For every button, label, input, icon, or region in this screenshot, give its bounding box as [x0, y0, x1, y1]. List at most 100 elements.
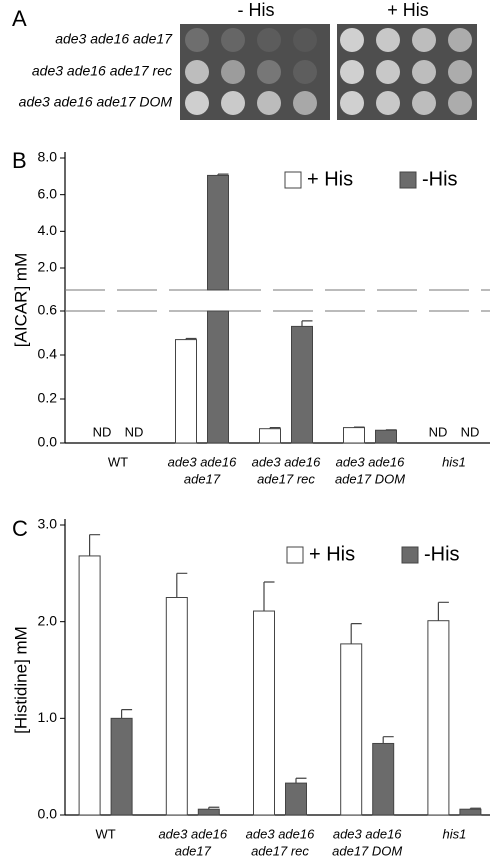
y-tick-label: 0.4: [38, 346, 58, 362]
bar: [78, 555, 101, 816]
bar: [207, 174, 229, 291]
strain-label: ade3 ade16 ade17: [55, 31, 173, 47]
bar: [291, 325, 313, 444]
value-label: ND: [461, 424, 480, 439]
colony-spot: [293, 28, 317, 52]
x-tick-label: his1: [442, 826, 466, 841]
error-bar: [437, 601, 449, 621]
bar: [259, 428, 281, 444]
y-tick-label: 0.0: [38, 806, 58, 822]
y-tick-label: 2.0: [38, 612, 58, 628]
legend-label: + His: [309, 543, 355, 565]
colony-spot: [448, 28, 472, 52]
error-bar: [208, 806, 220, 810]
legend-swatch: [286, 546, 304, 564]
colony-spot: [376, 91, 400, 115]
error-bar: [295, 777, 307, 784]
bar: [253, 610, 275, 816]
value-label: ND: [429, 424, 448, 439]
y-tick-label: 2.0: [38, 259, 58, 275]
bar: [427, 620, 450, 816]
column-header: - His: [238, 0, 275, 20]
bar: [372, 742, 395, 816]
y-tick-label: 1.0: [38, 709, 58, 725]
colony-spot: [412, 91, 436, 115]
y-tick-label: 4.0: [38, 222, 58, 238]
bar: [459, 808, 482, 816]
colony-spot: [185, 60, 209, 84]
colony-spot: [376, 28, 400, 52]
colony-spot: [257, 91, 281, 115]
panel-label: A: [12, 6, 27, 31]
y-axis-label: [Histidine] mM: [11, 626, 30, 734]
x-tick-label: ade3 ade16: [252, 454, 321, 469]
legend-label: + His: [307, 168, 353, 190]
y-tick-label: 0.0: [38, 434, 58, 450]
colony-spot: [412, 60, 436, 84]
bar: [110, 717, 133, 816]
error-bar: [382, 736, 394, 744]
colony-spot: [185, 28, 209, 52]
error-bar: [301, 320, 313, 327]
error-bar: [176, 572, 188, 598]
y-tick-label: 3.0: [38, 516, 58, 532]
bar: [175, 339, 197, 444]
colony-spot: [257, 28, 281, 52]
colony-spot: [448, 60, 472, 84]
y-tick-label: 0.6: [38, 302, 58, 318]
colony-spot: [376, 60, 400, 84]
x-tick-label: ade3 ade16: [168, 454, 237, 469]
colony-spot: [221, 28, 245, 52]
error-bar: [350, 623, 362, 644]
y-tick-label: 0.2: [38, 390, 58, 406]
error-bar: [121, 709, 133, 719]
error-bar: [89, 534, 101, 556]
error-bar: [469, 807, 481, 810]
x-tick-label: ade3 ade16: [246, 826, 315, 841]
x-tick-label: ade17 rec: [251, 843, 309, 856]
colony-spot: [185, 91, 209, 115]
bar: [375, 429, 397, 444]
bar: [165, 597, 188, 816]
bar: [197, 808, 220, 816]
panel-label: B: [12, 148, 27, 173]
x-tick-label: WT: [95, 826, 115, 841]
legend-swatch: [401, 546, 419, 564]
bar: [343, 427, 365, 444]
legend-swatch: [284, 171, 302, 189]
error-bar: [269, 427, 281, 429]
x-tick-label: ade17 DOM: [335, 471, 405, 486]
y-tick-label: 8.0: [38, 149, 58, 165]
x-tick-label: ade3 ade16: [333, 826, 402, 841]
colony-spot: [412, 28, 436, 52]
bar: [340, 643, 363, 816]
x-tick-label: ade3 ade16: [158, 826, 227, 841]
colony-spot: [340, 91, 364, 115]
bar: [207, 310, 229, 444]
x-tick-label: ade17: [175, 843, 212, 856]
legend-label: -His: [422, 168, 458, 190]
value-label: ND: [125, 424, 144, 439]
x-tick-label: WT: [108, 454, 128, 469]
colony-spot: [221, 60, 245, 84]
x-tick-label: ade17 DOM: [332, 843, 402, 856]
colony-spot: [340, 28, 364, 52]
y-axis-label: [AICAR] mM: [11, 253, 30, 347]
panel-label: C: [12, 516, 28, 541]
error-bar: [217, 173, 229, 176]
x-tick-label: his1: [442, 454, 466, 469]
colony-spot: [448, 91, 472, 115]
bar: [285, 782, 307, 816]
legend-swatch: [399, 171, 417, 189]
strain-label: ade3 ade16 ade17 rec: [32, 63, 172, 79]
colony-spot: [257, 60, 281, 84]
colony-spot: [293, 60, 317, 84]
x-tick-label: ade3 ade16: [336, 454, 405, 469]
colony-spot: [221, 91, 245, 115]
colony-spot: [293, 91, 317, 115]
y-tick-label: 6.0: [38, 185, 58, 201]
column-header: + His: [387, 0, 429, 20]
value-label: ND: [93, 424, 112, 439]
error-bar: [263, 581, 275, 612]
